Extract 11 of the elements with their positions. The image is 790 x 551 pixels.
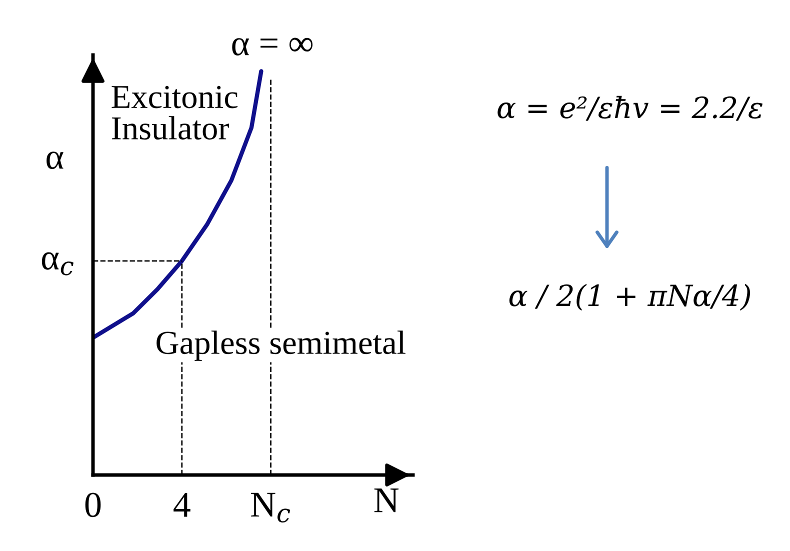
x-tick-label: 0 bbox=[85, 492, 101, 518]
text: α = e²/εħv = 2.2/ε bbox=[498, 96, 762, 121]
annotation: Excitonic Insulator bbox=[112, 86, 238, 140]
x-tick-label: 4 bbox=[174, 492, 190, 517]
x-axis-title: N bbox=[374, 488, 399, 512]
annotation: Gapless semimetal bbox=[156, 330, 406, 361]
y-axis-title: α bbox=[46, 152, 64, 170]
x-tick-label: N$_{c}$ bbox=[251, 492, 290, 523]
ref-line-label: α$_{c}$ bbox=[42, 252, 74, 276]
annotation: α = ∞ bbox=[232, 38, 312, 56]
text: α / 2(1 + πNα/4) bbox=[509, 284, 750, 311]
